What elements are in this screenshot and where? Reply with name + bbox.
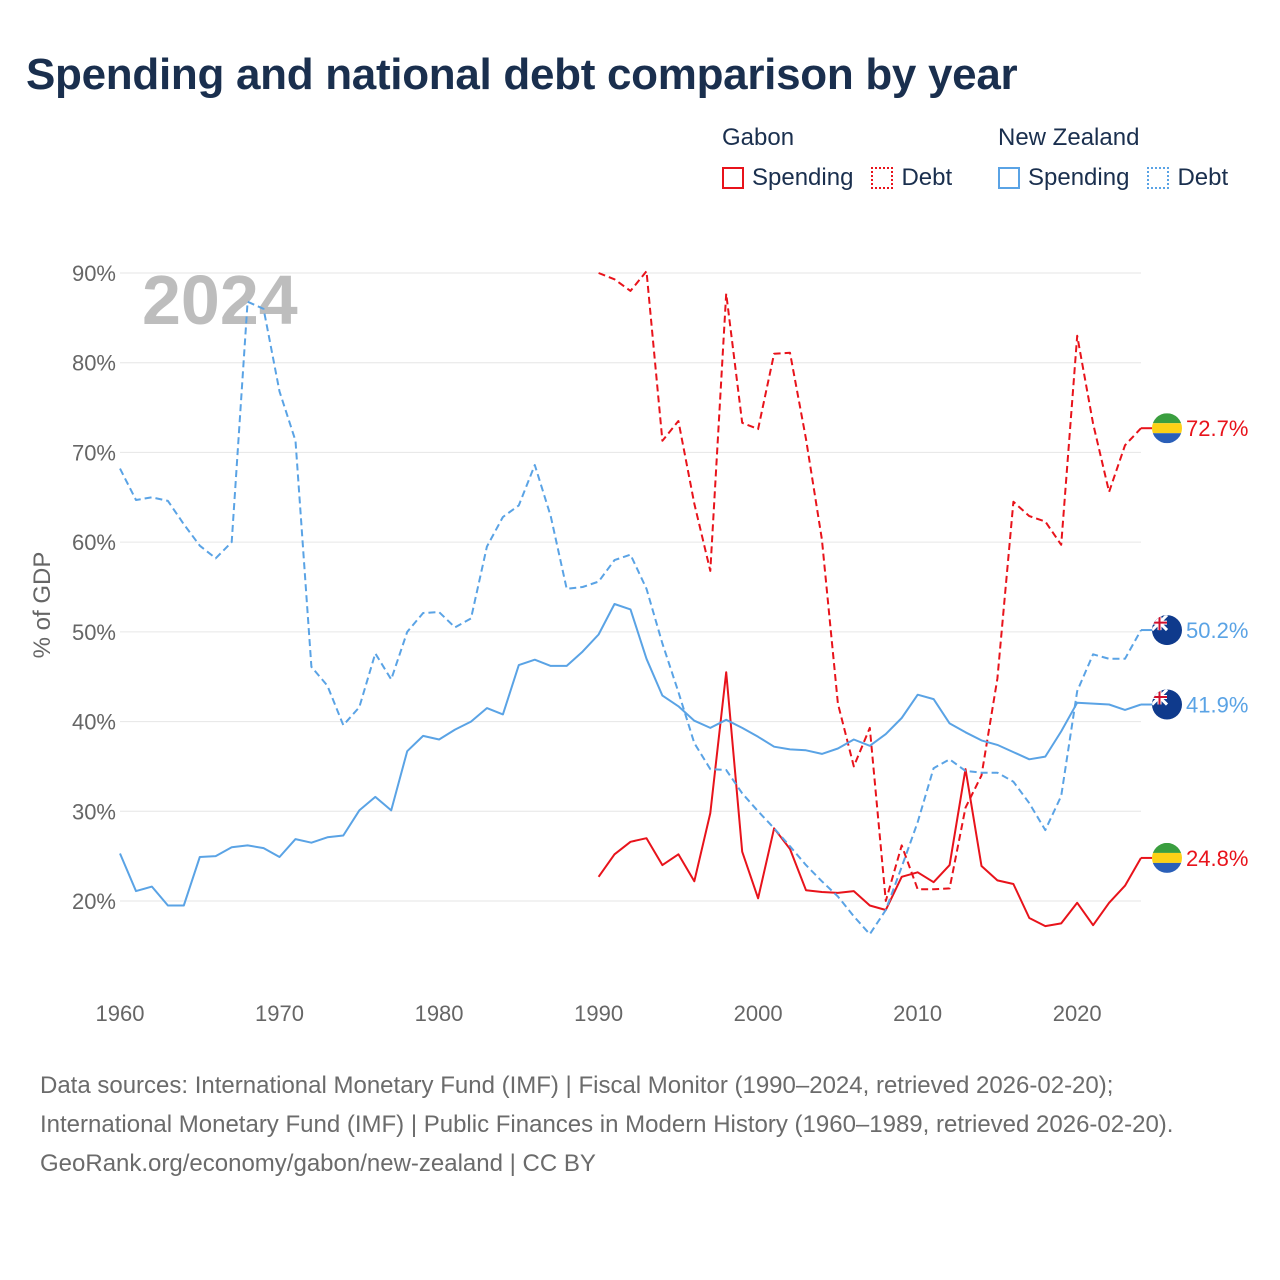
year-label: 2024 [142,261,298,339]
x-tick-label: 1990 [574,1001,623,1026]
line-chart: 2024 % of GDP 20% 30% 40% 50% 60% 70% 80% 90% 1… [29,261,1248,1026]
series-line-new-zealand-debt[interactable] [119,300,1142,936]
y-tick-label: 20% [72,889,116,914]
legend-label: Debt [1177,164,1229,191]
legend-swatch-solid-red [722,167,744,189]
end-value-label: 41.9% [1186,693,1248,718]
x-tick-label: 2020 [1053,1001,1102,1026]
chart-title: Spending and national debt comparison by… [26,50,1018,99]
legend-group-gabon: Gabon Spending Debt [722,124,970,192]
y-axis-ticks: 20% 30% 40% 50% 60% 70% 80% 90% [72,261,116,914]
y-tick-label: 80% [72,351,116,376]
y-axis-label: % of GDP [29,552,56,659]
x-tick-label: 1980 [415,1001,464,1026]
y-tick-label: 60% [72,530,116,555]
series-line-gabon-debt[interactable] [598,270,1142,902]
y-tick-label: 30% [72,799,116,824]
end-value-label: 50.2% [1186,618,1248,643]
new-zealand-flag [1152,689,1182,720]
gridlines [120,272,1141,902]
credit-link[interactable]: GeoRank.org/economy/gabon/new-zealand | … [40,1150,596,1177]
series-line-new-zealand-spending[interactable] [119,603,1142,907]
x-tick-label: 2000 [734,1001,783,1026]
legend-swatch-dotted-blue [1147,167,1170,189]
legend-item-gabon-spending[interactable]: Spending [722,164,853,192]
x-tick-label: 2010 [893,1001,942,1026]
legend-item-new-zealand-debt[interactable]: Debt [1147,164,1228,192]
legend-group-new-zealand: New Zealand Spending Debt [998,124,1246,192]
legend-country-gabon: Gabon [722,124,795,151]
chart-footer: Data sources: International Monetary Fun… [40,1066,1240,1183]
y-tick-label: 70% [72,440,116,465]
legend-item-gabon-debt[interactable]: Debt [871,164,952,192]
gabon-flag [1152,842,1182,873]
end-value-label: 72.7% [1186,416,1248,441]
x-tick-label: 1960 [96,1001,145,1026]
legend-label: Debt [901,164,953,191]
legend-country-new-zealand: New Zealand [998,124,1140,151]
gabon-flag [1152,413,1182,444]
legend-label: Spending [752,164,854,191]
x-tick-label: 1970 [255,1001,304,1026]
series-end-labels: 24.8% 72.7% 41.9% 50.2% [1141,413,1248,873]
series-lines [119,270,1142,936]
x-axis-ticks: 1960 1970 1980 1990 2000 2010 2020 [96,1001,1102,1026]
legend-item-new-zealand-spending[interactable]: Spending [998,164,1129,192]
series-line-gabon-spending[interactable] [597,671,1142,928]
y-tick-label: 90% [72,261,116,286]
end-value-label: 24.8% [1186,846,1248,871]
y-tick-label: 40% [72,710,116,735]
legend-swatch-dotted-red [871,167,894,189]
new-zealand-flag [1152,615,1182,646]
y-tick-label: 50% [72,620,116,645]
legend-label: Spending [1028,164,1130,191]
legend-swatch-solid-blue [998,167,1020,189]
data-sources: Data sources: International Monetary Fun… [40,1072,1174,1138]
